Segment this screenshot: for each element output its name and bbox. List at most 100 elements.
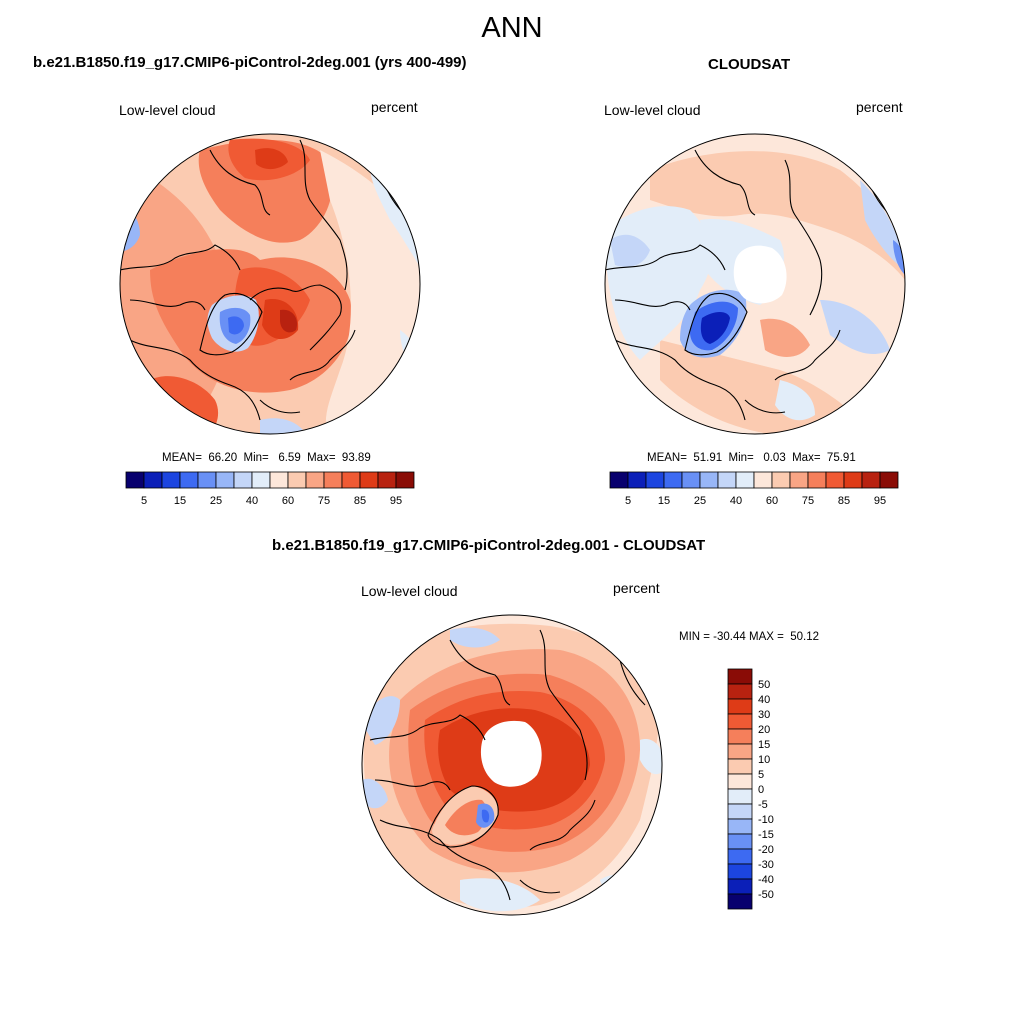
- map1-region: [370, 170, 420, 280]
- colorbar-cloudsat: 5 15 25 40 60 75 85 95: [609, 471, 899, 507]
- colorbar-cloudsat-swatch: [771, 471, 791, 489]
- colorbar-cloudsat-tick-label: 15: [658, 495, 670, 507]
- map3-region: [445, 799, 487, 836]
- colorbar-difference-swatch: [727, 713, 753, 730]
- colorbar-model-swatch: [377, 471, 397, 489]
- colorbar-model-tick-label: 85: [354, 495, 366, 507]
- colorbar-difference-tick-label: -40: [758, 874, 774, 886]
- colorbar-cloudsat-swatch: [843, 471, 863, 489]
- colorbar-difference-tick-label: 10: [758, 754, 770, 766]
- map3-region: [640, 739, 662, 775]
- colorbar-difference-tick-label: 50: [758, 679, 770, 691]
- map2-region: [700, 312, 730, 344]
- panel2-units-label: percent: [856, 99, 903, 115]
- colorbar-difference-swatch: [727, 803, 753, 820]
- colorbar-cloudsat-tick-label: 5: [625, 495, 631, 507]
- map3-region: [481, 809, 490, 823]
- figure-title: ANN: [481, 12, 543, 44]
- colorbar-difference-tick-label: 30: [758, 709, 770, 721]
- map2-region: [775, 380, 815, 421]
- colorbar-cloudsat-swatch: [753, 471, 773, 489]
- colorbar-model-swatch: [215, 471, 235, 489]
- colorbar-difference-tick-label: -15: [758, 829, 774, 841]
- map3-missing-data: [480, 720, 542, 787]
- colorbar-cloudsat-swatch: [807, 471, 827, 489]
- colorbar-cloudsat-swatch: [645, 471, 665, 489]
- panel2-stats: MEAN= 51.91 Min= 0.03 Max= 75.91: [647, 452, 856, 464]
- map3-region: [450, 627, 500, 648]
- panel3-stats: MIN = -30.44 MAX = 50.12: [679, 631, 819, 643]
- colorbar-cloudsat-swatch: [699, 471, 719, 489]
- colorbar-model-swatch: [323, 471, 343, 489]
- colorbar-model-swatch: [395, 471, 415, 489]
- colorbar-cloudsat-swatch: [861, 471, 881, 489]
- colorbar-difference-tick-label: -20: [758, 844, 774, 856]
- colorbar-model-swatch: [161, 471, 181, 489]
- colorbar-model-swatch: [197, 471, 217, 489]
- colorbar-difference-tick-label: -30: [758, 859, 774, 871]
- colorbar-difference-tick-label: 20: [758, 724, 770, 736]
- colorbar-difference-swatch: [727, 848, 753, 865]
- map1-region: [280, 309, 298, 333]
- map1-region: [255, 148, 288, 170]
- colorbar-model-swatch: [251, 471, 271, 489]
- colorbar-difference-swatch: [727, 743, 753, 760]
- colorbar-difference-swatch: [727, 773, 753, 790]
- colorbar-cloudsat-swatch: [681, 471, 701, 489]
- colorbar-difference-swatch: [727, 833, 753, 850]
- colorbar-difference-swatch: [727, 893, 753, 910]
- panel1-variable-label: Low-level cloud: [119, 102, 216, 118]
- colorbar-model-swatch: [341, 471, 361, 489]
- colorbar-model-tick-label: 75: [318, 495, 330, 507]
- map2-missing-data: [733, 245, 787, 304]
- colorbar-difference-tick-label: -5: [758, 799, 768, 811]
- colorbar-model-tick-label: 5: [141, 495, 147, 507]
- map3-coastlines: [369, 629, 646, 901]
- colorbar-difference-tick-label: 5: [758, 769, 764, 781]
- colorbar-model-swatch: [233, 471, 253, 489]
- panel1-title: b.e21.B1850.f19_g17.CMIP6-piControl-2deg…: [33, 54, 467, 71]
- colorbar-difference-swatch: [727, 728, 753, 745]
- colorbar-model-tick-label: 40: [246, 495, 258, 507]
- panel3-title: b.e21.B1850.f19_g17.CMIP6-piControl-2deg…: [272, 537, 706, 554]
- panel1-units-label: percent: [371, 99, 418, 115]
- colorbar-cloudsat-swatch: [717, 471, 737, 489]
- map1-region: [228, 316, 244, 335]
- map2-coastlines: [605, 149, 891, 421]
- colorbar-difference-swatch: [727, 863, 753, 880]
- colorbar-difference-swatch: [727, 788, 753, 805]
- map-model: [119, 133, 421, 435]
- map2-region: [760, 318, 810, 357]
- colorbar-model-swatch: [179, 471, 199, 489]
- colorbar-cloudsat-swatch: [735, 471, 755, 489]
- map-cloudsat: [604, 133, 906, 435]
- colorbar-model-swatch: [359, 471, 379, 489]
- colorbar-model-tick-label: 60: [282, 495, 294, 507]
- colorbar-cloudsat-tick-label: 60: [766, 495, 778, 507]
- colorbar-difference-tick-label: -50: [758, 889, 774, 901]
- map3-region: [460, 878, 540, 912]
- colorbar-cloudsat-swatch: [879, 471, 899, 489]
- colorbar-model-swatch: [125, 471, 145, 489]
- colorbar-difference-swatch: [727, 683, 753, 700]
- colorbar-model: 5 15 25 40 60 75 85 95: [125, 471, 415, 507]
- colorbar-cloudsat-tick-label: 75: [802, 495, 814, 507]
- colorbar-difference-tick-label: 40: [758, 694, 770, 706]
- colorbar-cloudsat-swatch: [825, 471, 845, 489]
- colorbar-cloudsat-tick-label: 40: [730, 495, 742, 507]
- map1-boundary: [119, 133, 421, 435]
- colorbar-difference-swatch: [727, 878, 753, 895]
- map3-region: [362, 778, 388, 809]
- map2-region: [650, 151, 905, 280]
- map-difference: [361, 614, 663, 916]
- map2-region: [610, 234, 650, 267]
- map3-boundary: [361, 614, 663, 916]
- colorbar-difference-swatch: [727, 698, 753, 715]
- colorbar-model-swatch: [287, 471, 307, 489]
- colorbar-difference-swatch: [727, 668, 753, 685]
- map2-boundary: [604, 133, 906, 435]
- panel2-variable-label: Low-level cloud: [604, 102, 701, 118]
- colorbar-model-tick-label: 15: [174, 495, 186, 507]
